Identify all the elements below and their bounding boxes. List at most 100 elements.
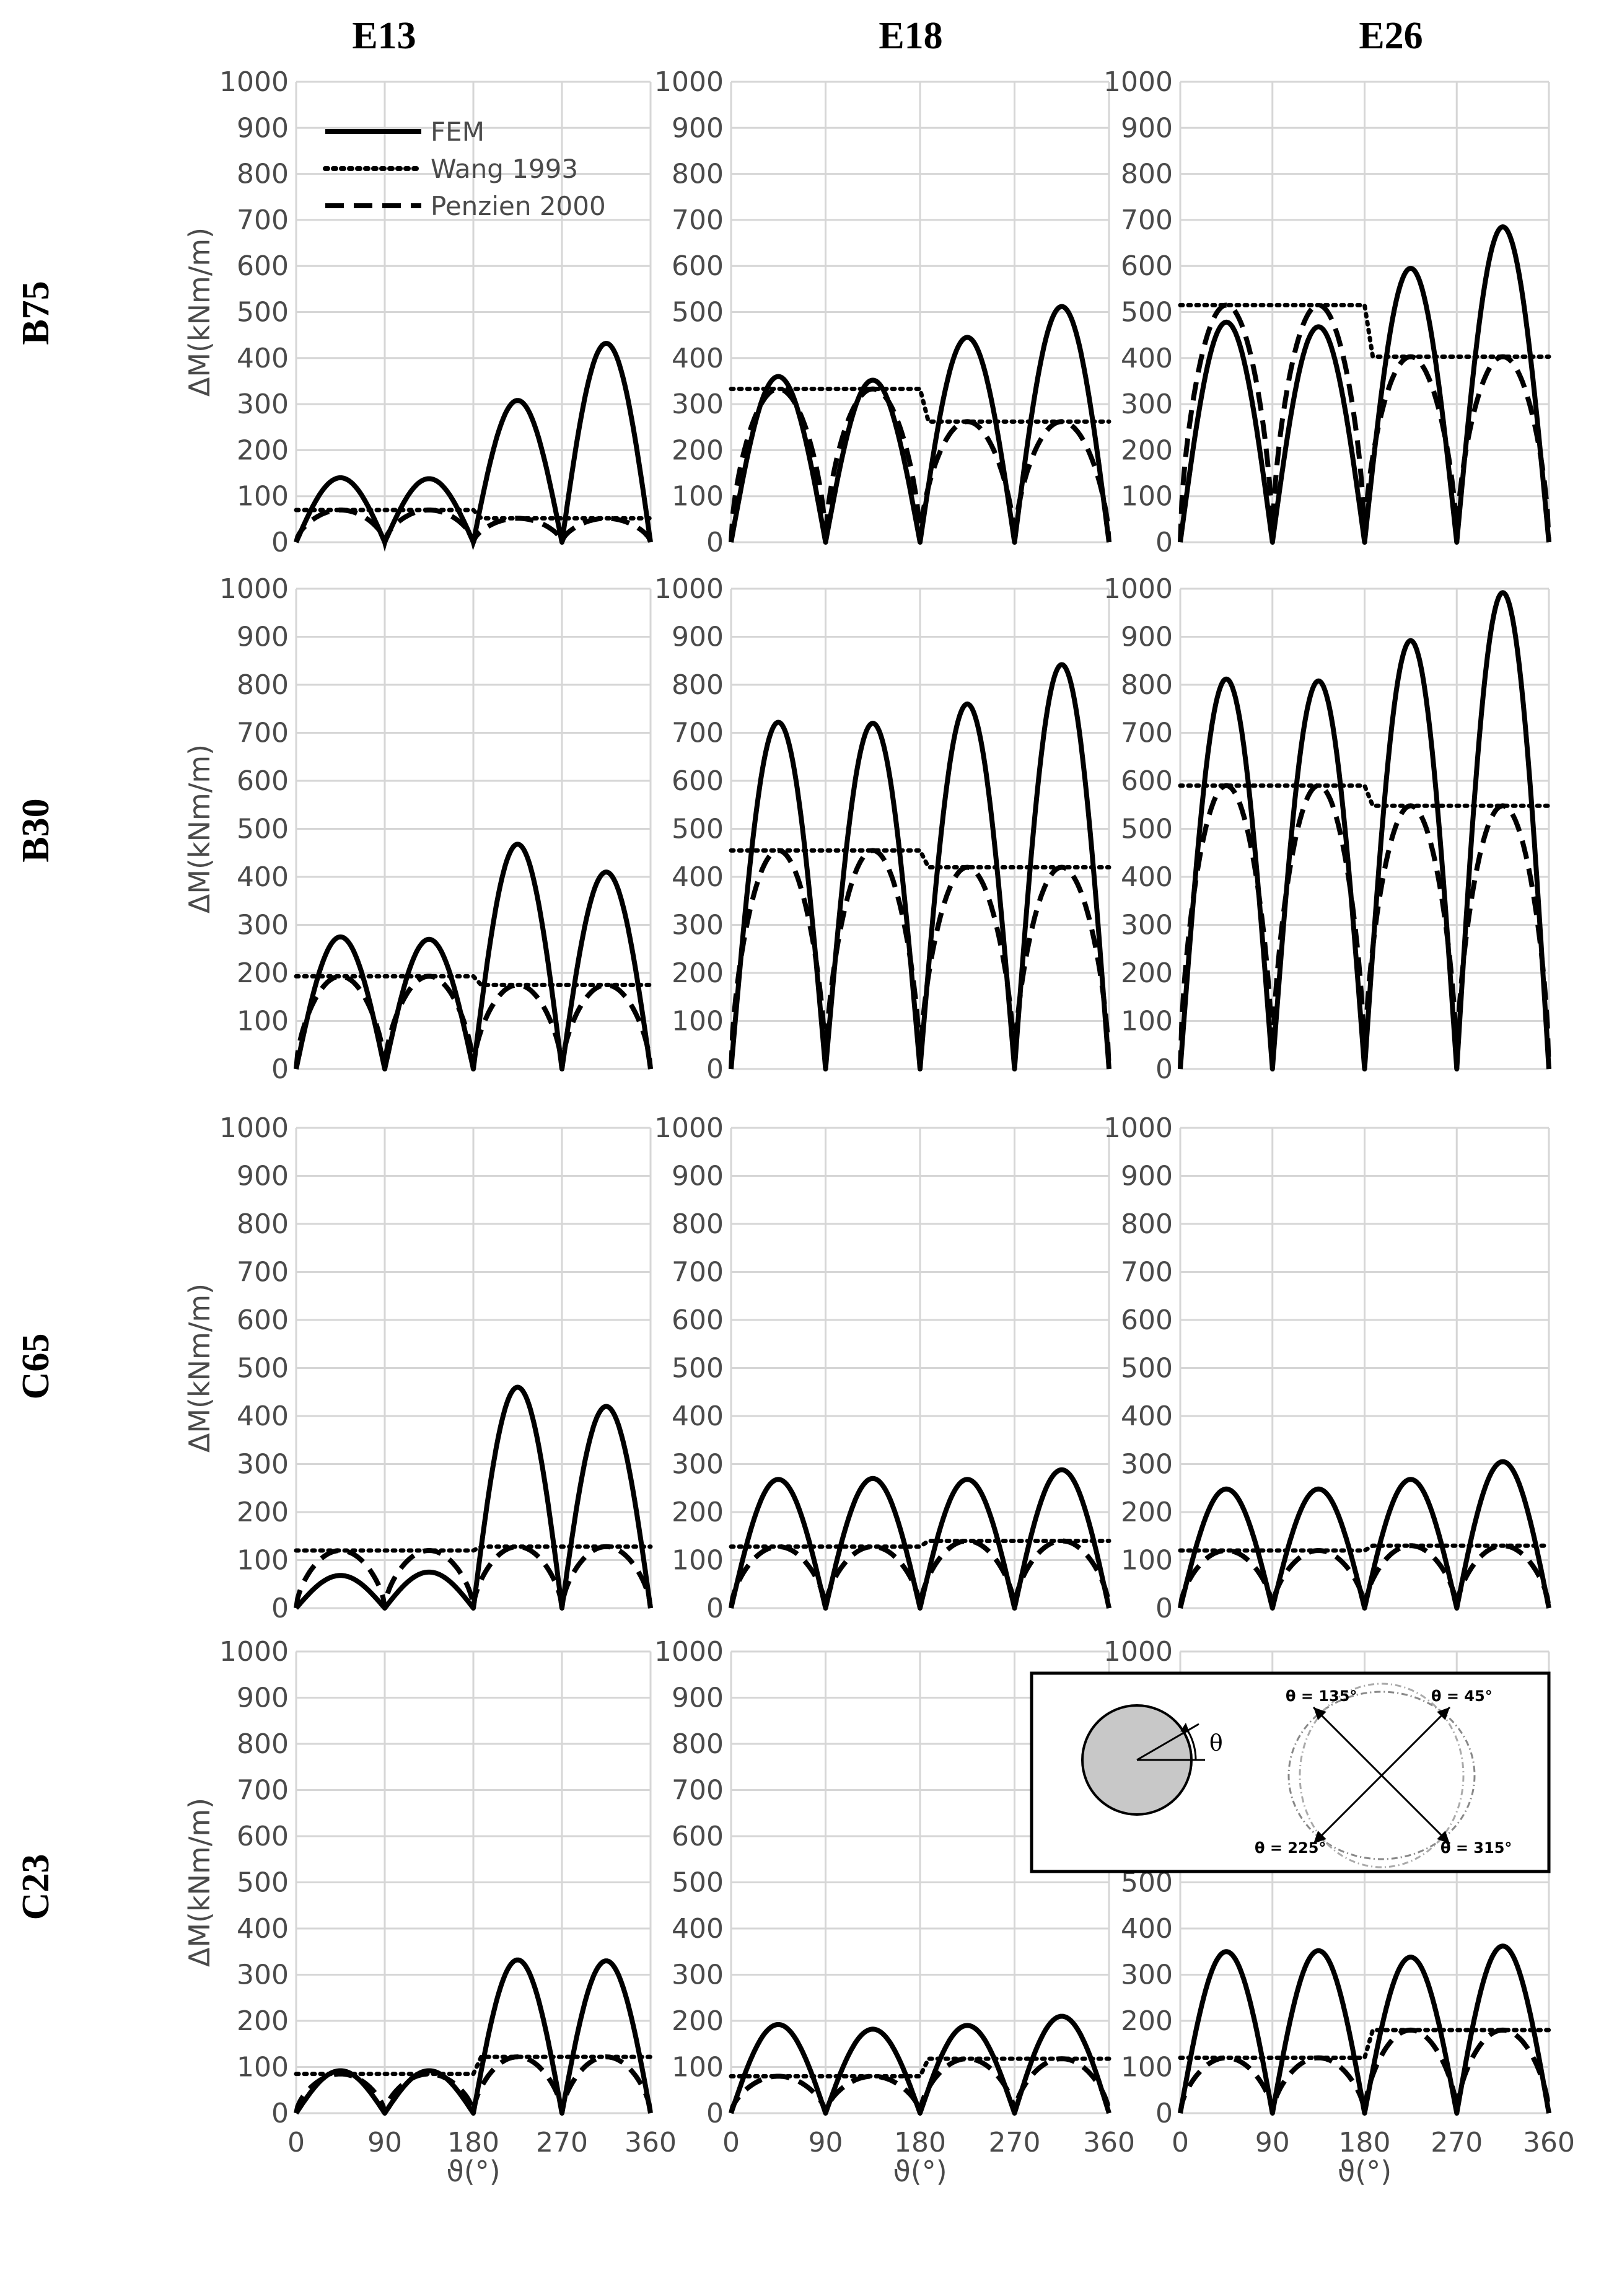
y-tick-label: 400 bbox=[237, 1913, 289, 1945]
y-tick-label: 800 bbox=[237, 1208, 289, 1240]
y-tick-label: 900 bbox=[1121, 622, 1173, 653]
y-tick-label: 300 bbox=[1121, 1449, 1173, 1480]
y-tick-label: 400 bbox=[237, 861, 289, 893]
panel-b30-e13: 0 100 200 300 400 500 600 700 800 900 1000 ΔM(kNm/m… bbox=[183, 573, 653, 1085]
series-fem bbox=[1178, 1459, 1551, 1611]
series-wang-1993 bbox=[729, 848, 1111, 869]
y-tick-label: 600 bbox=[237, 1821, 289, 1852]
row-header-b75: B75 bbox=[15, 281, 57, 345]
y-tick-label: 0 bbox=[706, 1053, 724, 1085]
y-tick-label: 600 bbox=[672, 1821, 724, 1852]
y-tick-label: 1000 bbox=[1103, 573, 1173, 605]
y-tick-label: 700 bbox=[672, 205, 724, 236]
y-tick-label: 300 bbox=[237, 1449, 289, 1480]
y-tick-label: 400 bbox=[237, 1401, 289, 1432]
x-tick-label: 360 bbox=[1523, 2127, 1575, 2158]
column-header-e18: E18 bbox=[879, 15, 942, 57]
y-tick-label: 400 bbox=[672, 861, 724, 893]
series-wang-1993 bbox=[729, 1539, 1111, 1549]
series-wang-1993 bbox=[1178, 2028, 1551, 2061]
y-tick-label: 800 bbox=[237, 669, 289, 701]
y-tick-label: 500 bbox=[672, 1353, 724, 1384]
y-tick-label: 400 bbox=[672, 343, 724, 374]
y-tick-label: 500 bbox=[237, 1867, 289, 1899]
series-fem bbox=[729, 662, 1111, 1071]
series-wang-1993 bbox=[1178, 783, 1551, 808]
y-tick-label: 900 bbox=[237, 622, 289, 653]
y-tick-label: 500 bbox=[672, 297, 724, 328]
y-tick-label: 500 bbox=[1121, 297, 1173, 328]
y-tick-label: 200 bbox=[672, 434, 724, 466]
y-tick-label: 900 bbox=[672, 1161, 724, 1192]
y-tick-label: 400 bbox=[1121, 1401, 1173, 1432]
y-tick-label: 100 bbox=[237, 1006, 289, 1037]
y-tick-label: 200 bbox=[1121, 1497, 1173, 1528]
series-wang-1993 bbox=[729, 2056, 1111, 2078]
y-tick-label: 400 bbox=[1121, 861, 1173, 893]
x-tick-label: 180 bbox=[447, 2127, 499, 2158]
x-tick-label: 90 bbox=[367, 2127, 402, 2158]
x-tick-label: 0 bbox=[722, 2127, 740, 2158]
y-tick-label: 900 bbox=[237, 1682, 289, 1714]
series-penzien-2000 bbox=[729, 1538, 1111, 1609]
y-tick-label: 700 bbox=[237, 205, 289, 236]
y-tick-label: 200 bbox=[237, 957, 289, 989]
y-tick-label: 900 bbox=[1121, 112, 1173, 144]
legend-label-wang: Wang 1993 bbox=[431, 154, 578, 184]
y-tick-label: 0 bbox=[706, 1593, 724, 1624]
y-tick-label: 1000 bbox=[654, 1636, 724, 1668]
angle-arrowhead bbox=[1180, 1723, 1190, 1733]
y-tick-label: 900 bbox=[672, 1682, 724, 1714]
y-tick-label: 500 bbox=[1121, 1353, 1173, 1384]
series-penzien-2000 bbox=[1178, 2027, 1551, 2114]
series-fem bbox=[1178, 1943, 1551, 2116]
row-header-c23: C23 bbox=[15, 1854, 57, 1920]
series-wang-1993 bbox=[294, 974, 653, 987]
y-tick-label: 1000 bbox=[654, 1112, 724, 1144]
x-axis-label: ϑ(°) bbox=[893, 2155, 947, 2188]
y-tick-label: 100 bbox=[672, 1545, 724, 1577]
y-tick-label: 0 bbox=[706, 527, 724, 558]
series-wang-1993 bbox=[1178, 1543, 1551, 1553]
y-tick-label: 800 bbox=[672, 669, 724, 701]
y-tick-label: 500 bbox=[672, 1867, 724, 1899]
theta-symbol: θ bbox=[1209, 1731, 1223, 1756]
y-tick-label: 600 bbox=[237, 765, 289, 797]
y-tick-label: 1000 bbox=[654, 66, 724, 98]
series-fem bbox=[294, 1384, 653, 1611]
y-tick-label: 600 bbox=[672, 1304, 724, 1336]
panel-c65-e13: 0 100 200 300 400 500 600 700 800 900 1000 ΔM(kNm/m… bbox=[183, 1112, 653, 1624]
series-fem bbox=[1178, 224, 1551, 545]
y-tick-label: 100 bbox=[1121, 481, 1173, 512]
legend-label-penzien: Penzien 2000 bbox=[431, 191, 606, 221]
y-tick-label: 700 bbox=[672, 1775, 724, 1806]
x-axis-label: ϑ(°) bbox=[1338, 2155, 1392, 2188]
y-tick-label: 100 bbox=[1121, 1545, 1173, 1577]
x-axis-label: ϑ(°) bbox=[446, 2155, 500, 2188]
x-tick-label: 360 bbox=[1083, 2127, 1135, 2158]
series-wang-1993 bbox=[294, 1544, 653, 1553]
panel-b30-e18: 0 100 200 300 400 500 600 700 800 900 1000 bbox=[654, 573, 1111, 1085]
y-tick-label: 200 bbox=[672, 2005, 724, 2037]
y-tick-label: 900 bbox=[237, 112, 289, 144]
y-tick-label: 100 bbox=[672, 481, 724, 512]
y-tick-label: 200 bbox=[672, 957, 724, 989]
y-tick-label: 700 bbox=[1121, 1257, 1173, 1288]
y-tick-label: 200 bbox=[237, 434, 289, 466]
y-tick-label: 600 bbox=[672, 250, 724, 282]
y-tick-label: 0 bbox=[1155, 1053, 1173, 1085]
y-tick-label: 300 bbox=[1121, 389, 1173, 420]
panel-c65-e26: 0 100 200 300 400 500 600 700 800 900 1000 bbox=[1103, 1112, 1551, 1624]
y-tick-label: 1000 bbox=[219, 1112, 289, 1144]
x-tick-label: 90 bbox=[1255, 2127, 1290, 2158]
y-tick-label: 200 bbox=[1121, 434, 1173, 466]
y-tick-label: 900 bbox=[1121, 1161, 1173, 1192]
y-tick-label: 700 bbox=[1121, 205, 1173, 236]
y-tick-label: 700 bbox=[1121, 718, 1173, 749]
y-tick-label: 600 bbox=[1121, 250, 1173, 282]
y-tick-label: 100 bbox=[1121, 2052, 1173, 2083]
y-tick-label: 1000 bbox=[1103, 1112, 1173, 1144]
series-penzien-2000 bbox=[294, 2054, 653, 2114]
y-tick-label: 600 bbox=[1121, 765, 1173, 797]
panel-c23-e18: 0 100 200 300 400 500 600 700 800 900 1000 0 90 180 27… bbox=[654, 1636, 1135, 2188]
